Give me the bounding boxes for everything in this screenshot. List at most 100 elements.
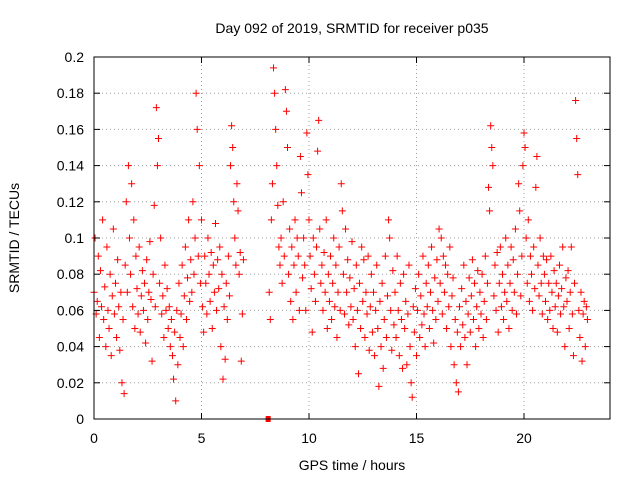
data-point [517,292,525,300]
data-point [362,288,370,296]
data-point [468,256,476,264]
data-point [291,216,299,224]
data-point [328,315,336,323]
data-point [141,279,149,287]
data-point [335,243,343,251]
data-point [536,234,544,242]
data-point [368,328,376,336]
data-point [400,270,408,278]
data-point [166,343,174,351]
data-point [190,270,198,278]
x-tick-label: 5 [198,430,206,446]
data-point [449,274,457,282]
data-point [488,144,496,151]
data-point [113,334,121,342]
data-point [139,306,147,314]
data-point [285,270,293,278]
y-tick-label: 0.14 [57,158,84,174]
data-point [521,144,529,151]
data-point [118,379,126,387]
data-point [106,270,114,278]
data-point [452,379,460,387]
data-point [430,339,438,347]
y-tick-label: 0.12 [57,194,84,210]
data-point [361,334,369,342]
data-point [284,144,291,151]
data-point [219,375,227,383]
data-point [414,306,422,314]
data-point [353,306,361,314]
data-point [207,248,215,256]
data-point [459,321,467,329]
data-point [401,325,409,332]
data-point [105,325,113,332]
data-point [364,252,372,260]
x-tick-label: 0 [90,430,98,446]
data-point [411,285,419,293]
data-point [153,162,161,170]
data-point [410,328,418,336]
data-point [579,310,587,318]
data-point [525,297,533,305]
data-point [358,243,366,251]
data-point [193,125,201,133]
data-point [281,86,289,94]
data-point [406,343,414,351]
data-point [522,234,530,242]
data-point [179,343,187,351]
data-point [123,288,131,296]
data-point [305,216,313,224]
data-point [553,328,561,336]
data-point [390,321,398,329]
data-point [109,225,117,233]
data-point [171,328,179,336]
data-point [303,129,311,137]
data-point [351,343,359,351]
data-point [319,306,327,314]
data-point [286,225,294,233]
data-point [352,261,360,269]
data-point [496,243,504,251]
data-point [165,303,173,311]
data-point [186,297,194,305]
data-point [146,238,154,246]
data-point [439,252,447,260]
data-point [447,343,455,351]
data-point [102,343,110,351]
data-point [137,292,145,300]
data-point [480,297,488,305]
data-point [234,207,242,215]
data-point [478,270,486,278]
data-point [150,201,158,209]
data-point [338,207,346,215]
data-point [279,198,287,206]
data-point [461,334,469,342]
data-point [316,225,324,233]
data-point [511,225,519,233]
data-point [458,285,466,293]
data-point [184,274,192,282]
data-point [473,303,481,311]
data-point [228,122,236,130]
y-tick-label: 0 [76,411,84,427]
data-point [318,261,326,269]
data-point [437,234,445,242]
data-point [151,303,159,311]
data-point [568,310,576,318]
data-point [497,303,505,311]
data-point [423,303,431,311]
data-point [444,270,452,278]
data-point [446,243,454,251]
data-point [509,256,517,264]
data-point [404,310,412,318]
data-point [232,261,240,269]
data-point [230,198,238,206]
data-point [417,292,425,300]
data-point [350,285,358,293]
data-point [192,89,200,97]
data-point [392,334,400,342]
data-point [162,306,170,314]
data-point [569,352,577,360]
data-point [208,325,216,332]
